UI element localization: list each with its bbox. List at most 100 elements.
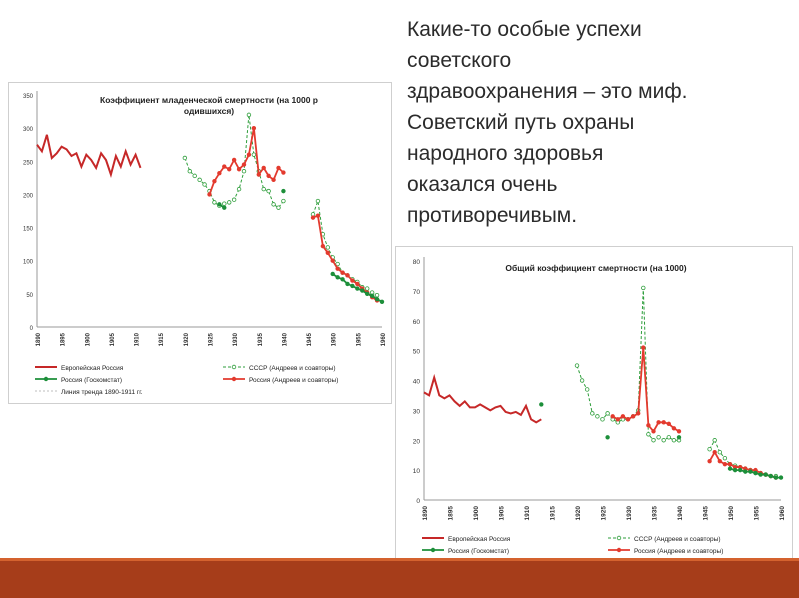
general-mortality-chart: Общий коэффициент смертности (на 1000) 0 1… bbox=[395, 246, 793, 582]
chart1-x-tick-label: 1910 bbox=[135, 332, 141, 346]
chart1-y-tick-label: 300 bbox=[23, 127, 34, 133]
chart1-legend-marker-goskomstat bbox=[43, 376, 49, 382]
chart2-point-goskomstat bbox=[748, 469, 753, 474]
chart2-point-soviet bbox=[661, 438, 666, 443]
chart2-x-tick-label: 1960 bbox=[779, 506, 786, 521]
chart2-point-soviet bbox=[722, 455, 728, 461]
chart1-point-soviet bbox=[325, 245, 330, 250]
chart1-point-soviet bbox=[266, 188, 271, 194]
chart1-point-soviet bbox=[197, 177, 202, 183]
chart1-x-tick-label: 1935 bbox=[258, 332, 264, 346]
chart2-point-soviet bbox=[641, 285, 646, 291]
chart1-y-tick-label: 0 bbox=[30, 326, 34, 332]
chart1-x-tick-label: 1940 bbox=[282, 332, 288, 346]
chart1-point-andreev bbox=[335, 266, 340, 271]
chart1-point-soviet bbox=[315, 198, 321, 204]
chart2-point-soviet bbox=[717, 449, 722, 455]
chart1-series-line-euro bbox=[36, 134, 142, 178]
chart1-point-goskomstat bbox=[355, 286, 360, 291]
chart2-x-tick-label: 1925 bbox=[601, 506, 608, 521]
chart2-point-soviet bbox=[666, 435, 671, 440]
chart2-point-andreev bbox=[722, 461, 728, 467]
chart2-point-goskomstat bbox=[763, 472, 768, 477]
chart1-title-line-1: одившихся) bbox=[184, 106, 234, 116]
general-mortality-chart-svg: Общий коэффициент смертности (на 1000)01… bbox=[413, 257, 786, 567]
chart1-point-goskomstat bbox=[281, 188, 286, 194]
chart2-y-tick-label: 50 bbox=[413, 349, 421, 356]
chart1-legend-label: Линия тренда 1890-1911 гг. bbox=[61, 389, 143, 396]
chart1-point-andreev bbox=[310, 215, 316, 220]
chart1-point-andreev bbox=[231, 157, 237, 163]
chart1-point-soviet bbox=[271, 202, 276, 207]
chart2-point-andreev bbox=[666, 421, 671, 427]
chart2-legend-marker-soviet bbox=[616, 535, 622, 541]
chart1-point-andreev bbox=[320, 243, 326, 249]
chart2-x-tick-label: 1930 bbox=[626, 506, 633, 521]
chart1-legend-marker-andreev bbox=[231, 376, 237, 382]
chart1-point-soviet bbox=[281, 198, 286, 204]
chart1-point-andreev bbox=[271, 177, 276, 183]
chart1-y-tick-label: 200 bbox=[23, 193, 34, 199]
chart1-point-andreev bbox=[325, 250, 330, 255]
chart1-legend-label: Европейская Россия bbox=[61, 364, 124, 372]
chart1-point-soviet bbox=[365, 286, 370, 291]
chart1-legend-label: Россия (Госкомстат) bbox=[61, 377, 122, 384]
chart2-x-tick-label: 1950 bbox=[728, 506, 735, 521]
chart1-point-goskomstat bbox=[369, 293, 375, 299]
chart1-y-tick-label: 150 bbox=[23, 227, 34, 233]
chart2-title-line-0: Общий коэффициент смертности (на 1000) bbox=[505, 263, 686, 273]
chart2-series-line-euro bbox=[423, 373, 542, 424]
chart2-x-tick-label: 1945 bbox=[703, 506, 710, 521]
chart1-x-tick-label: 1955 bbox=[356, 332, 362, 346]
chart1-point-andreev bbox=[241, 162, 247, 167]
chart2-y-tick-label: 70 bbox=[413, 289, 421, 296]
chart1-x-tick-label: 1960 bbox=[381, 332, 387, 346]
chart1-point-soviet bbox=[231, 197, 237, 202]
chart2-point-andreev bbox=[707, 458, 712, 464]
chart1-y-tick-label: 350 bbox=[23, 94, 34, 100]
chart1-point-goskomstat bbox=[365, 291, 370, 297]
chart2-legend-marker-goskomstat bbox=[430, 547, 436, 553]
chart1-point-andreev bbox=[330, 258, 335, 263]
chart1-point-soviet bbox=[241, 169, 247, 174]
chart1-point-soviet bbox=[236, 186, 242, 192]
chart2-point-soviet bbox=[590, 411, 595, 416]
chart2-point-andreev bbox=[646, 423, 651, 428]
chart2-point-andreev bbox=[717, 458, 722, 464]
chart1-point-soviet bbox=[251, 152, 257, 157]
chart1-point-goskomstat bbox=[379, 299, 385, 305]
chart2-point-goskomstat bbox=[768, 473, 773, 479]
chart2-point-goskomstat bbox=[753, 470, 758, 476]
chart2-x-tick-label: 1910 bbox=[524, 506, 531, 521]
chart2-y-tick-label: 0 bbox=[416, 498, 420, 505]
chart1-point-soviet bbox=[212, 200, 217, 205]
chart2-point-goskomstat bbox=[605, 435, 610, 440]
chart1-legend-label: СССР (Андреев и соавторы) bbox=[249, 365, 335, 372]
chart1-x-tick-label: 1925 bbox=[209, 332, 215, 346]
chart2-point-soviet bbox=[671, 438, 677, 443]
chart2-point-goskomstat bbox=[773, 475, 779, 480]
chart2-legend-label: Европейская Россия bbox=[448, 535, 511, 543]
chart2-point-goskomstat bbox=[738, 467, 743, 473]
chart2-x-tick-label: 1900 bbox=[473, 506, 480, 521]
chart2-point-goskomstat bbox=[676, 435, 682, 440]
chart1-point-goskomstat bbox=[335, 275, 340, 280]
chart1-x-tick-label: 1920 bbox=[184, 332, 190, 346]
chart2-point-andreev bbox=[676, 429, 682, 434]
chart2-point-andreev bbox=[671, 426, 677, 431]
chart1-point-soviet bbox=[276, 205, 281, 210]
chart2-x-tick-label: 1935 bbox=[652, 506, 659, 521]
chart2-point-soviet bbox=[656, 435, 661, 440]
chart2-x-tick-label: 1890 bbox=[422, 506, 429, 521]
chart2-point-soviet bbox=[707, 447, 712, 452]
chart2-point-andreev bbox=[656, 420, 661, 425]
chart2-x-tick-label: 1905 bbox=[499, 506, 506, 521]
chart1-point-andreev bbox=[340, 270, 345, 275]
chart1-point-andreev bbox=[236, 167, 242, 172]
chart1-x-tick-label: 1890 bbox=[36, 332, 42, 346]
chart2-x-tick-label: 1940 bbox=[677, 506, 684, 521]
infant-mortality-chart: Коэффициент младенческой смертности (на … bbox=[8, 82, 392, 404]
chart2-point-goskomstat bbox=[727, 466, 733, 471]
chart1-legend-label: Россия (Андреев и соавторы) bbox=[249, 377, 338, 384]
chart2-y-tick-label: 30 bbox=[413, 408, 421, 415]
